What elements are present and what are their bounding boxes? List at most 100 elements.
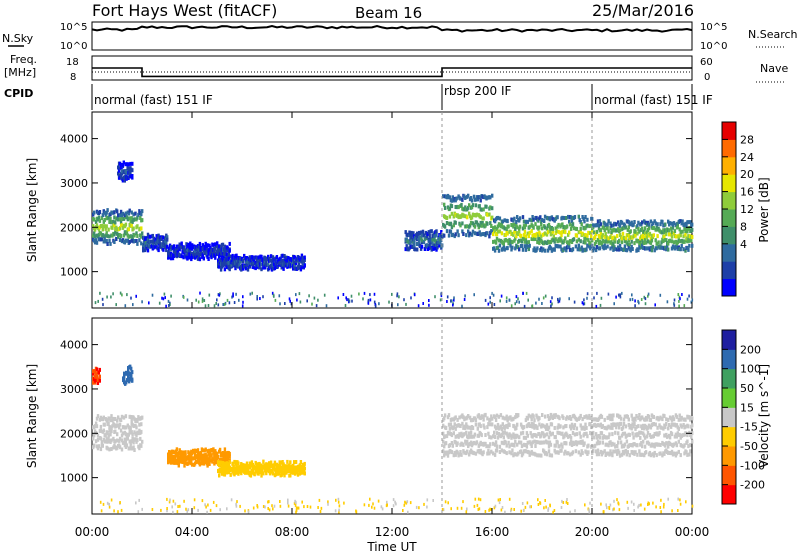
- velocity-cell: [218, 447, 222, 452]
- velocity-ground-cell: [303, 505, 305, 509]
- power-cell: [474, 203, 478, 208]
- velocity-cell: [531, 424, 534, 429]
- velocity-ground-cell: [166, 509, 168, 513]
- power-cell: [120, 223, 124, 228]
- velocity-cell: [630, 413, 633, 418]
- velocity-ground-cell: [630, 500, 633, 504]
- velocity-cell: [652, 415, 655, 419]
- velocity-cell: [587, 450, 590, 455]
- power-cell: [607, 236, 610, 241]
- power-cell: [486, 221, 489, 226]
- velocity-cell: [610, 413, 613, 418]
- velocity-cell: [513, 443, 516, 448]
- velocity-cell: [500, 427, 504, 431]
- power-ground-cell: [132, 303, 134, 307]
- power-ground-cell: [559, 297, 561, 301]
- power-ground-cell: [186, 298, 189, 302]
- power-ground-cell: [204, 304, 207, 308]
- power-ground-cell: [461, 304, 463, 308]
- velocity-cell: [579, 434, 582, 439]
- power-cell: [159, 244, 162, 249]
- power-cell: [654, 238, 657, 243]
- power-cell: [103, 218, 106, 222]
- velocity-ground-cell: [405, 501, 408, 505]
- power-cell: [509, 229, 512, 234]
- power-cell: [132, 226, 135, 231]
- velocity-cell: [442, 439, 445, 444]
- power-cell: [638, 241, 641, 246]
- power-ground-cell: [403, 298, 405, 302]
- power-cell: [459, 223, 462, 228]
- velocity-cell: [691, 431, 694, 436]
- velocity-cell: [442, 423, 445, 428]
- velocity-cell: [136, 438, 139, 443]
- power-cell: [513, 222, 516, 227]
- velocity-cell: [183, 457, 186, 462]
- power-ground-cell: [673, 303, 676, 307]
- power-cell: [577, 237, 580, 242]
- power-ground-cell: [398, 295, 400, 299]
- velocity-cell: [554, 435, 557, 439]
- power-cell: [129, 171, 132, 176]
- velocity-ground-cell: [648, 502, 650, 506]
- velocity-cell: [495, 425, 499, 430]
- velocity-cell: [208, 448, 211, 453]
- velocity-cell: [125, 432, 129, 437]
- power-cell: [504, 237, 507, 242]
- velocity-cell: [514, 452, 517, 457]
- velocity-ground-cell: [679, 502, 682, 506]
- power-cell: [94, 238, 98, 243]
- velocity-cell: [131, 436, 134, 441]
- power-cell: [599, 222, 603, 227]
- velocity-cell: [452, 431, 455, 436]
- velocity-cell: [122, 440, 126, 445]
- power-cell: [621, 231, 625, 236]
- power-cell: [117, 213, 120, 218]
- velocity-cell: [299, 470, 303, 475]
- power-cell: [256, 260, 259, 265]
- velocity-cell: [452, 425, 455, 430]
- power-ground-cell: [94, 301, 97, 305]
- velocity-cell: [593, 435, 596, 440]
- velocity-ground-cell: [186, 509, 188, 513]
- power-cell: [435, 232, 438, 237]
- power-cell: [612, 247, 615, 252]
- power-cell: [575, 227, 579, 231]
- power-cell: [679, 229, 682, 234]
- power-ground-cell: [551, 302, 553, 306]
- velocity-cell: [172, 450, 176, 455]
- nsearch-label: N.Search: [748, 28, 798, 41]
- velocity-cell: [216, 452, 219, 457]
- velocity-cell: [228, 460, 231, 465]
- power-cell: [515, 223, 518, 228]
- power-cell: [207, 257, 210, 261]
- power-cell: [104, 233, 107, 238]
- power-cell: [534, 237, 537, 241]
- velocity-ground-cell: [169, 498, 171, 502]
- velocity-ground-cell: [450, 507, 452, 511]
- velocity-cell: [646, 430, 650, 435]
- power-cell: [670, 230, 674, 235]
- velocity-ground-cell: [262, 505, 265, 508]
- power-cell: [140, 226, 143, 231]
- power-cell: [530, 229, 533, 234]
- power-cell: [408, 246, 411, 251]
- power-ground-cell: [434, 295, 436, 299]
- power-cell: [125, 230, 129, 235]
- power-cell: [258, 265, 261, 270]
- velocity-cell: [489, 442, 492, 447]
- power-cell: [121, 178, 125, 183]
- velocity-ground-cell: [627, 506, 629, 510]
- power-cell: [690, 238, 693, 242]
- power-cell: [641, 238, 644, 242]
- power-cell: [584, 233, 587, 237]
- velocity-cell: [648, 450, 652, 455]
- power-ground-cell: [295, 293, 297, 297]
- power-cell: [506, 231, 509, 236]
- power-cell: [478, 230, 481, 235]
- power-cell: [418, 243, 422, 248]
- velocity-ground-cell: [247, 510, 250, 514]
- power-cell: [488, 234, 491, 239]
- velocity-cell: [548, 453, 552, 458]
- power-cell: [490, 224, 493, 228]
